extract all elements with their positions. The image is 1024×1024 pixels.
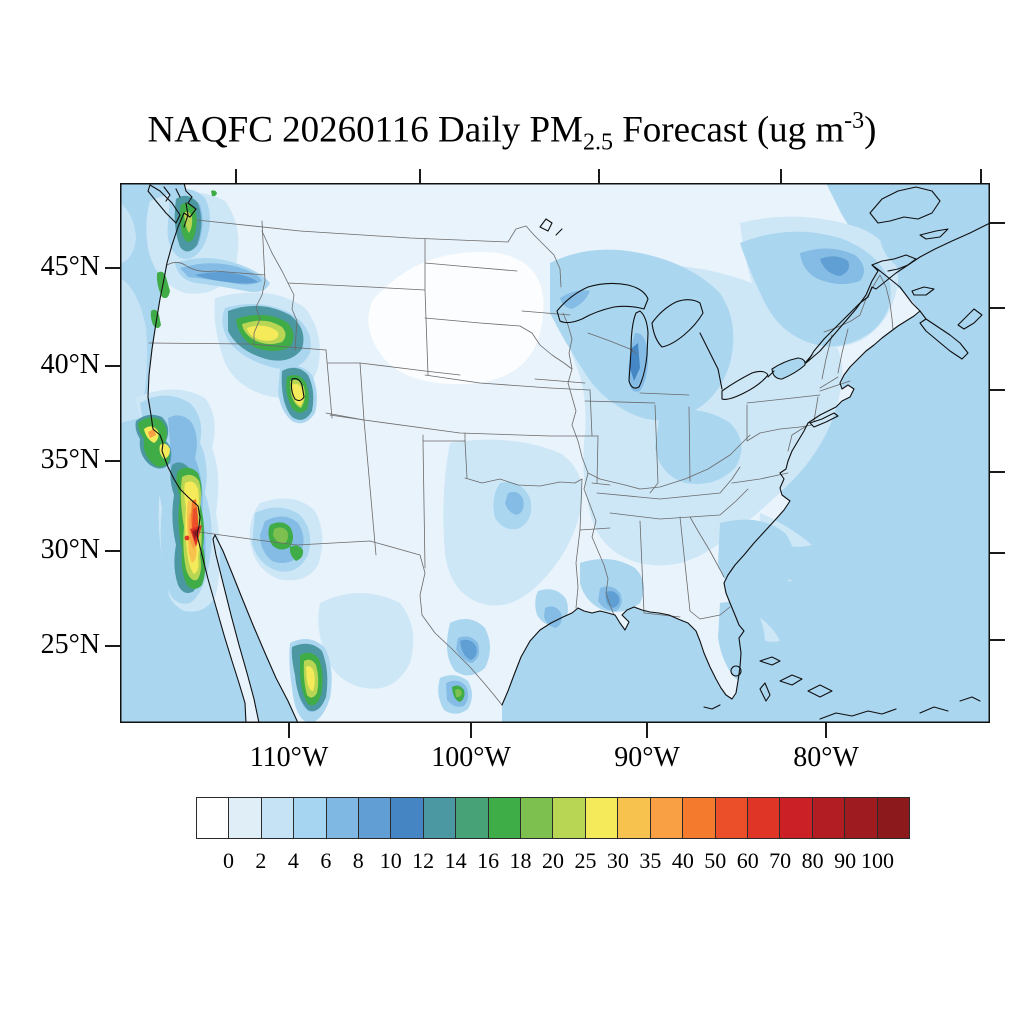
map-frame [120,183,990,723]
colorbar-cell [261,798,295,838]
top-tick-mark [980,169,982,183]
left-tick-label: 35°N [40,444,100,475]
bottom-tick-mark [825,723,827,738]
colorbar-cell [359,798,392,838]
colorbar-cell [650,798,684,838]
left-tick-label: 45°N [40,251,100,282]
colorbar-cell [747,798,781,838]
top-tick-mark [235,169,237,183]
bottom-tick-label: 100°W [431,742,511,773]
map-border [120,183,990,723]
colorbar-cell [391,798,424,838]
right-tick-mark [990,307,1005,309]
bottom-tick-mark [470,723,472,738]
colorbar-level-label: 16 [477,848,500,873]
colorbar-cell [585,798,619,838]
colorbar-level-label: 2 [255,848,267,873]
colorbar-cell [456,798,489,838]
left-tick-mark [105,267,120,269]
colorbar-level-label: 20 [542,848,564,873]
right-tick-mark [990,639,1005,641]
bottom-tick-label: 110°W [249,742,329,773]
left-tick-mark [105,550,120,552]
colorbar-cell [197,798,230,838]
colorbar-level-label: 70 [769,848,792,873]
title-middle: Forecast (ug m [612,109,845,151]
colorbar-cell [812,798,846,838]
title-prefix: NAQFC 20260116 Daily PM [147,109,583,151]
left-tick-mark [105,645,120,647]
colorbar-cell [877,798,909,838]
colorbar-level-label: 18 [509,848,532,873]
title-suffix: ) [864,109,877,151]
left-tick-label: 30°N [40,534,100,565]
colorbar-level-label: 12 [412,848,435,873]
colorbar-level-label: 4 [287,848,299,873]
colorbar-level-label: 80 [801,848,824,873]
title-superscript: -3 [844,108,865,134]
title-subscript: 2.5 [582,129,613,156]
colorbar-cell [780,798,813,838]
colorbar-level-label: 100 [861,848,895,873]
colorbar-cell [326,798,360,838]
top-tick-mark [419,169,421,183]
colorbar-level-label: 35 [639,848,662,873]
right-tick-mark [990,389,1005,391]
bottom-tick-mark [646,723,648,738]
top-tick-mark [598,169,600,183]
colorbar-level-label: 6 [320,848,332,873]
colorbar-level-label: 90 [834,848,857,873]
colorbar-level-label: 0 [222,848,234,873]
right-tick-mark [990,222,1005,224]
colorbar-level-label: 40 [671,848,694,873]
bottom-tick-mark [288,723,290,738]
colorbar-level-label: 30 [606,848,629,873]
colorbar-level-label: 25 [574,848,597,873]
coastlines [147,183,990,723]
state-borders [148,219,894,706]
bottom-tick-label: 80°W [793,742,859,773]
colorbar-level-label: 10 [379,848,402,873]
left-tick-mark [105,365,120,367]
colorbar-cell [845,798,878,838]
colorbar-cell [521,798,554,838]
top-tick-mark [780,169,782,183]
colorbar-level-label: 14 [444,848,467,873]
colorbar-cell [294,798,327,838]
colorbar-level-label: 60 [736,848,759,873]
plot-title: NAQFC 20260116 Daily PM2.5 Forecast (ug … [62,108,962,157]
colorbar-cell [553,798,586,838]
right-tick-mark [990,552,1005,554]
colorbar-level-label: 50 [704,848,727,873]
colorbar-cell [229,798,262,838]
us-pm25-map [120,183,990,723]
right-tick-mark [990,471,1005,473]
colorbar-cell [488,798,522,838]
colorbar-cell [423,798,457,838]
bottom-tick-label: 90°W [614,742,680,773]
colorbar-cell [618,798,651,838]
left-tick-label: 40°N [40,349,100,380]
colorbar-cell [715,798,748,838]
colorbar-level-label: 8 [352,848,364,873]
left-tick-mark [105,460,120,462]
left-tick-label: 25°N [40,629,100,660]
colorbar-cell [683,798,716,838]
colorbar [196,797,910,839]
